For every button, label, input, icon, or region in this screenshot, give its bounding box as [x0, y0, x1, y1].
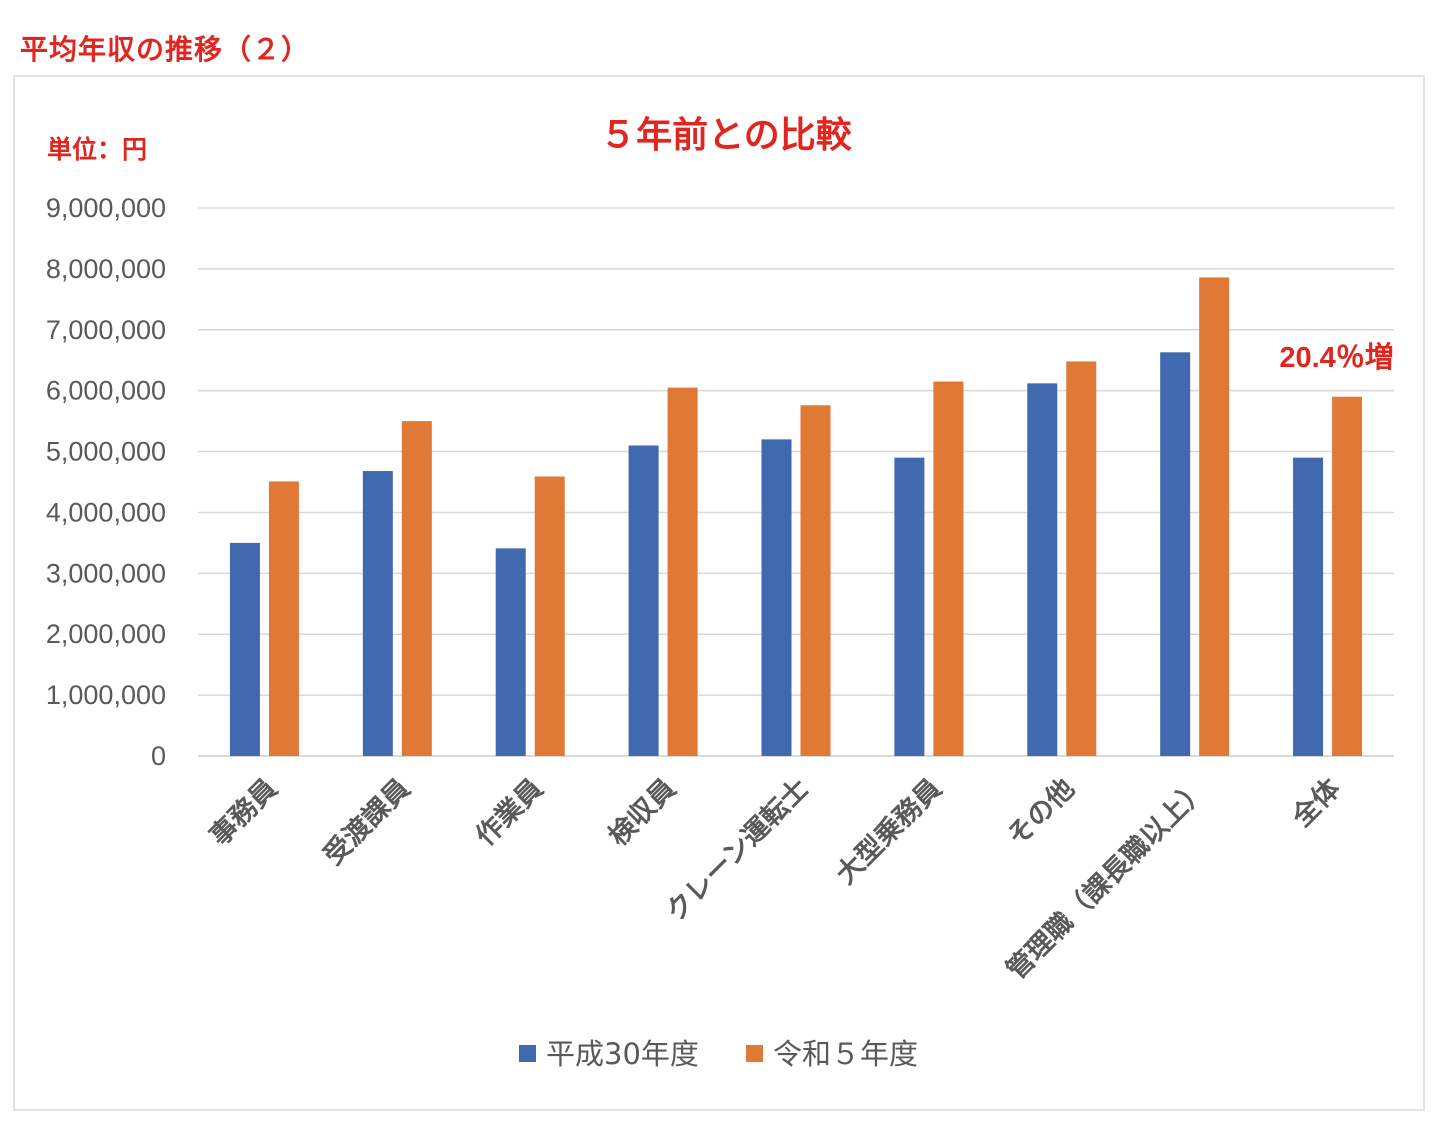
increase-annotation: 20.4％増: [1279, 341, 1393, 374]
y-tick-label: 9,000,000: [46, 193, 166, 223]
bar-reiwa5: [667, 387, 698, 756]
bar-reiwa5: [1199, 277, 1230, 756]
legend-label: 平成30年度: [546, 1037, 699, 1071]
x-category-label: 検収員: [603, 773, 682, 852]
bar-heisei30: [1160, 352, 1191, 756]
x-category-label: 作業員: [470, 773, 549, 852]
y-tick-label: 0: [151, 741, 166, 771]
bar-reiwa5: [268, 481, 299, 756]
y-tick-label: 8,000,000: [46, 254, 166, 284]
x-category-label: 受渡課員: [317, 772, 416, 871]
x-category-label: 大型乗務員: [830, 773, 947, 890]
y-tick-label: 7,000,000: [46, 315, 166, 345]
bar-heisei30: [1027, 383, 1058, 756]
legend: 平成30年度 令和５年度: [519, 1037, 918, 1071]
bar-reiwa5: [1066, 361, 1097, 756]
legend-swatch: [519, 1045, 536, 1062]
x-category-label: その他: [1002, 773, 1081, 852]
bar-reiwa5: [534, 476, 565, 756]
bar-heisei30: [894, 457, 925, 756]
y-tick-label: 4,000,000: [46, 497, 166, 527]
bar-heisei30: [495, 548, 526, 756]
y-tick-label: 6,000,000: [46, 376, 166, 406]
bar-reiwa5: [401, 421, 432, 756]
y-tick-label: 5,000,000: [46, 437, 166, 467]
bar-reiwa5: [933, 381, 964, 756]
y-tick-label: 1,000,000: [46, 680, 166, 710]
bar-heisei30: [1293, 457, 1324, 756]
gridlines: [198, 207, 1394, 757]
x-category-label: 全体: [1285, 772, 1347, 834]
x-category-label: クレーン運転士: [660, 773, 815, 928]
bars: [229, 277, 1363, 756]
bar-reiwa5: [800, 405, 831, 756]
y-tick-label: 2,000,000: [46, 619, 166, 649]
bar-chart: ５年前との比較 単位：円 0 1,000,000 2,000,000 3,000,00…: [46, 115, 1394, 1071]
x-category-label: 事務員: [204, 773, 283, 852]
bar-heisei30: [761, 439, 792, 756]
legend-swatch: [746, 1045, 763, 1062]
chart-frame: ５年前との比較 単位：円 0 1,000,000 2,000,000 3,000,00…: [13, 75, 1425, 1111]
y-tick-label: 3,000,000: [46, 558, 166, 588]
y-axis-ticks: 0 1,000,000 2,000,000 3,000,000 4,000,000 5,0…: [46, 193, 166, 771]
bar-heisei30: [362, 471, 393, 756]
bar-heisei30: [628, 445, 659, 756]
unit-label: 単位：円: [47, 135, 147, 164]
legend-label: 令和５年度: [773, 1037, 918, 1071]
bar-heisei30: [229, 542, 260, 756]
page-heading: 平均年収の推移（２）: [20, 33, 311, 66]
chart-title: ５年前との比較: [600, 115, 853, 156]
bar-reiwa5: [1332, 396, 1363, 756]
